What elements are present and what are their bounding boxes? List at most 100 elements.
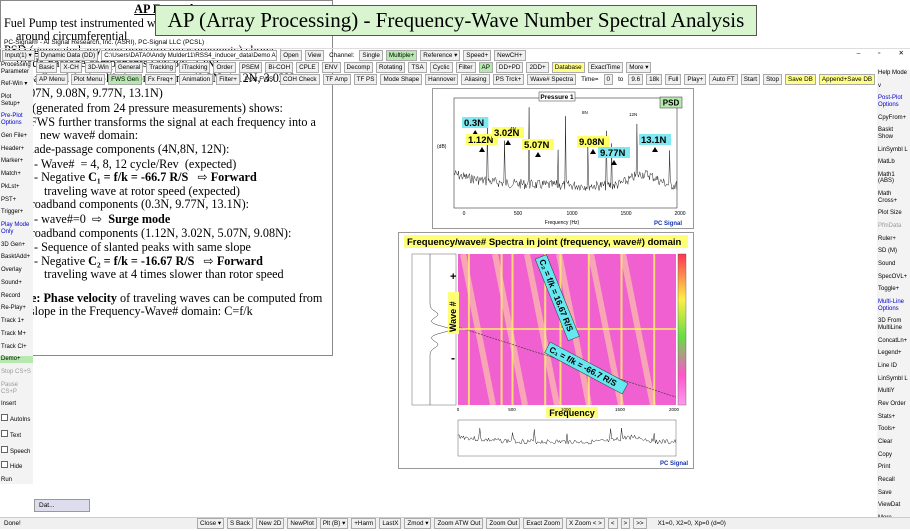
toolbar-button[interactable]: Animation: [179, 74, 214, 85]
panel-button[interactable]: Run: [0, 477, 33, 484]
toolbar-button[interactable]: 2DD+: [526, 62, 549, 73]
toolbar-button[interactable]: NewCH+: [494, 50, 526, 61]
panel-button[interactable]: Sound: [877, 261, 910, 268]
panel-button[interactable]: Math1 (ABS): [877, 172, 910, 185]
toolbar-button[interactable]: Post FWS:: [244, 76, 275, 83]
toolbar-button[interactable]: FWS Gen: [108, 74, 142, 85]
toolbar-button[interactable]: C:\Users\DATA0\Andy Mulder11\RSS4_induce…: [101, 50, 278, 61]
toolbar-button[interactable]: Input(1) ▾: [2, 50, 35, 61]
panel-button[interactable]: Legend+: [877, 350, 910, 357]
panel-button[interactable]: Multi-Line Options: [877, 299, 910, 312]
panel-button[interactable]: Post-Plot Options: [877, 95, 910, 108]
panel-button[interactable]: Help Mode: [877, 70, 910, 77]
toolbar-button[interactable]: Channel:: [329, 52, 355, 59]
toolbar-button[interactable]: 9.6: [628, 74, 644, 85]
toolbar-button[interactable]: Basic: [36, 62, 58, 73]
toolbar-button[interactable]: DD+PD: [495, 62, 524, 73]
status-button[interactable]: Close ▾: [197, 518, 225, 529]
panel-button[interactable]: Hide: [0, 461, 33, 471]
panel-button[interactable]: 3D Gen+: [0, 242, 33, 249]
panel-button[interactable]: MultiY: [877, 388, 910, 395]
panel-button[interactable]: CpyFrom+: [877, 115, 910, 122]
toolbar-button[interactable]: TF PS: [353, 74, 378, 85]
panel-button[interactable]: Track Cl+: [0, 344, 33, 351]
panel-button[interactable]: Tools+: [877, 426, 910, 433]
panel-button[interactable]: LinSymbl L: [877, 376, 910, 383]
toolbar-button[interactable]: Stop: [763, 74, 783, 85]
panel-button[interactable]: Gen File+: [0, 133, 33, 140]
panel-button[interactable]: AutoIns: [0, 414, 33, 424]
panel-button[interactable]: Ruler+: [877, 236, 910, 243]
checkbox[interactable]: [1, 461, 8, 469]
toolbar-button[interactable]: Fx Freq+: [144, 74, 177, 85]
panel-button[interactable]: Clear: [877, 439, 910, 446]
toolbar-button[interactable]: Auto FT: [709, 74, 738, 85]
status-button[interactable]: X Zoom < >: [565, 518, 605, 529]
panel-button[interactable]: BasktAdd+: [0, 254, 33, 261]
panel-button[interactable]: Insert: [0, 401, 33, 408]
toolbar-button[interactable]: Decomp: [343, 62, 373, 73]
toolbar-button[interactable]: Reference ▾: [420, 50, 461, 61]
status-button[interactable]: >>: [633, 518, 647, 529]
toolbar-button[interactable]: PS Trck+: [492, 74, 525, 85]
status-button[interactable]: Zoom Out: [486, 518, 521, 529]
toolbar-button[interactable]: Dynamic Data (DD): [37, 50, 99, 61]
toolbar-button[interactable]: Filter+: [216, 74, 240, 85]
panel-button[interactable]: SD (M): [877, 248, 910, 255]
toolbar-button[interactable]: AP Menu: [36, 74, 68, 85]
toolbar-button[interactable]: Cyclic: [429, 62, 453, 73]
toolbar-button[interactable]: Start: [740, 74, 761, 85]
panel-button[interactable]: Text: [0, 429, 33, 440]
panel-button[interactable]: v: [877, 83, 910, 90]
status-button[interactable]: Exact Zoom: [523, 518, 563, 529]
panel-button[interactable]: Rev Order: [877, 401, 910, 408]
panel-button[interactable]: Demo+: [0, 356, 33, 364]
toolbar-button[interactable]: Database: [551, 62, 585, 73]
toolbar-button[interactable]: AP: [478, 62, 493, 73]
toolbar-button[interactable]: 3D-Win: [84, 62, 112, 73]
toolbar-button[interactable]: More ▾: [626, 62, 652, 73]
toolbar-button[interactable]: iTracking: [179, 62, 211, 73]
status-button[interactable]: LastX: [379, 518, 402, 529]
toolbar-button[interactable]: Filter: [455, 62, 476, 73]
toolbar-button[interactable]: Order: [213, 62, 236, 73]
status-button[interactable]: <: [607, 518, 618, 529]
toolbar-button[interactable]: COH Check: [279, 74, 320, 85]
panel-button[interactable]: Marker+: [0, 158, 33, 165]
panel-button[interactable]: Processing Parameter: [0, 62, 33, 75]
toolbar-button[interactable]: Wave# Spectra: [527, 74, 577, 85]
toolbar-button[interactable]: Plot Menu: [70, 74, 106, 85]
toolbar-button[interactable]: Bi-COH: [265, 62, 294, 73]
taskbar-tab[interactable]: Dat...: [34, 499, 90, 512]
panel-button[interactable]: Trigger+: [0, 209, 33, 216]
toolbar-button[interactable]: Hannover: [425, 74, 459, 85]
panel-button[interactable]: Line ID: [877, 363, 910, 370]
toolbar-button[interactable]: ExactTime: [587, 62, 624, 73]
panel-button[interactable]: Print: [877, 464, 910, 471]
panel-button[interactable]: 3D From MultiLine: [877, 318, 910, 331]
panel-button[interactable]: ConcatLn+: [877, 338, 910, 345]
toolbar-button[interactable]: Rotating: [375, 62, 406, 73]
toolbar-button[interactable]: Append+Save DB: [818, 74, 876, 85]
panel-button[interactable]: Match+: [0, 171, 33, 178]
toolbar-button[interactable]: Multiple+: [385, 50, 418, 61]
panel-button[interactable]: LinSymbl L: [877, 147, 910, 154]
status-button[interactable]: Plt (B) ▾: [319, 518, 349, 529]
panel-button[interactable]: PfmData: [877, 223, 910, 230]
toolbar-button[interactable]: Tracking: [146, 62, 177, 73]
panel-button[interactable]: Play Mode Only: [0, 222, 33, 235]
status-button[interactable]: Zoom ATW Out: [434, 518, 484, 529]
panel-button[interactable]: Sound+: [0, 280, 33, 287]
panel-button[interactable]: SpecOVL+: [877, 274, 910, 281]
status-button[interactable]: +Harm: [351, 518, 377, 529]
toolbar-button[interactable]: X-CH: [60, 62, 82, 73]
status-button[interactable]: Zmod ▾: [404, 518, 432, 529]
checkbox[interactable]: [1, 445, 8, 453]
toolbar-button[interactable]: Time=: [581, 76, 599, 83]
toolbar-button[interactable]: TF Amp: [322, 74, 351, 85]
toolbar-button[interactable]: 18k: [646, 74, 663, 85]
toolbar-button[interactable]: Mode Shape: [380, 74, 423, 85]
panel-button[interactable]: Copy: [877, 452, 910, 459]
toolbar-button[interactable]: PSEM: [238, 62, 263, 73]
panel-button[interactable]: PST+: [0, 197, 33, 204]
